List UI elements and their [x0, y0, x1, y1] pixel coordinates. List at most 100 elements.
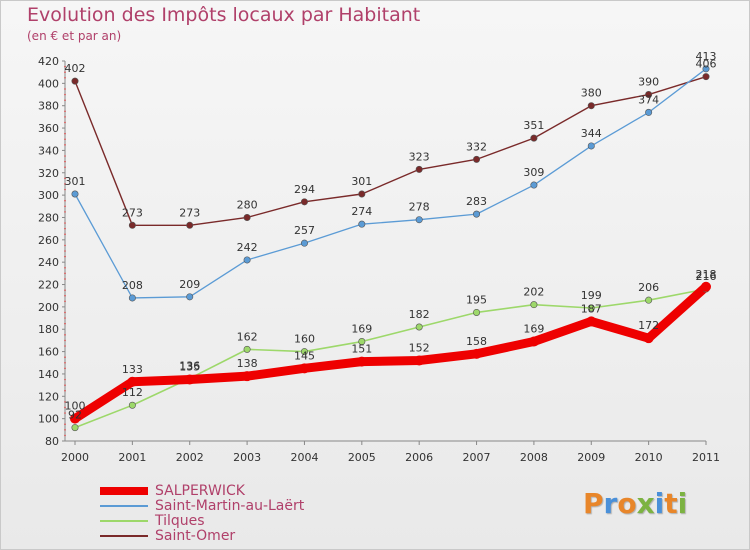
data-label-0: 138 [237, 357, 258, 370]
y-tick-label: 400 [38, 77, 59, 90]
brand-letter: r [603, 487, 618, 520]
brand-letter: i [654, 487, 665, 520]
y-minor-tick [64, 334, 66, 336]
x-tick-label: 2009 [577, 451, 605, 464]
data-point-1 [415, 216, 423, 224]
y-tick-label: 80 [45, 435, 59, 448]
data-label-2: 182 [409, 308, 430, 321]
data-label-2: 206 [638, 281, 659, 294]
data-label-0: 133 [122, 363, 143, 376]
y-minor-tick [64, 155, 66, 157]
data-label-2: 216 [696, 270, 717, 283]
legend-label-saint-martin: Saint-Martin-au-Laërt [155, 498, 305, 514]
proxiti-logo: Proxiti [583, 487, 687, 520]
data-point-2 [587, 304, 595, 312]
data-point-2 [71, 424, 79, 432]
data-point-0 [471, 348, 482, 359]
y-tick-label: 380 [38, 100, 59, 113]
data-point-3 [645, 91, 653, 99]
y-tick-label: 180 [38, 323, 59, 336]
y-minor-tick [64, 65, 66, 68]
data-point-1 [587, 142, 595, 150]
data-point-1 [128, 294, 136, 302]
data-point-1 [358, 220, 366, 228]
data-point-3 [186, 221, 194, 229]
y-minor-tick [64, 317, 66, 319]
y-tick-label: 160 [38, 346, 59, 359]
data-label-2: 136 [179, 359, 200, 372]
y-minor-tick [64, 434, 66, 437]
data-point-1 [645, 108, 653, 116]
data-label-3: 402 [65, 62, 86, 75]
data-point-1 [243, 256, 251, 264]
brand-letter: x [636, 487, 655, 520]
data-label-1: 301 [65, 175, 86, 188]
data-label-3: 294 [294, 183, 315, 196]
chart-title: Evolution des Impôts locaux par Habitant [27, 4, 421, 26]
x-tick-label: 2005 [348, 451, 376, 464]
data-label-1: 208 [122, 279, 143, 292]
y-tick-label: 220 [38, 279, 59, 292]
y-tick-label: 300 [38, 189, 59, 202]
data-point-2 [415, 323, 423, 331]
data-point-3 [473, 155, 481, 163]
data-label-2: 112 [122, 386, 143, 399]
y-minor-tick [64, 278, 66, 280]
data-point-3 [415, 165, 423, 173]
y-minor-tick [64, 99, 66, 101]
data-label-3: 273 [122, 206, 143, 219]
chart-subtitle: (en € et par an) [27, 29, 122, 43]
data-label-3: 332 [466, 140, 487, 153]
y-tick-label: 100 [38, 413, 59, 426]
x-tick-label: 2007 [463, 451, 491, 464]
y-minor-tick [64, 356, 66, 358]
y-tick-label: 260 [38, 234, 59, 247]
y-minor-tick [64, 233, 66, 236]
y-minor-tick [64, 367, 66, 370]
data-label-2: 169 [351, 323, 372, 336]
legend-label-tilques: Tilques [155, 513, 205, 529]
data-point-2 [243, 345, 251, 353]
data-point-0 [528, 336, 539, 347]
brand-letter: o [617, 487, 637, 520]
y-minor-tick [64, 429, 66, 431]
y-minor-tick [64, 339, 66, 342]
data-point-1 [473, 210, 481, 218]
data-label-3: 323 [409, 150, 430, 163]
data-label-2: 202 [523, 286, 544, 299]
brand-letter: P [583, 487, 604, 520]
y-minor-tick [64, 144, 66, 146]
data-label-0: 151 [351, 343, 372, 356]
data-point-0 [70, 413, 80, 424]
y-tick-label: 120 [38, 390, 59, 403]
data-point-3 [702, 73, 710, 81]
y-minor-tick [64, 361, 66, 364]
data-point-2 [530, 301, 538, 309]
y-minor-tick [64, 345, 66, 347]
data-point-1 [530, 181, 538, 189]
data-point-0 [242, 371, 253, 382]
data-label-0: 172 [638, 319, 659, 332]
data-point-3 [71, 77, 79, 85]
data-point-0 [643, 333, 654, 344]
data-point-2 [358, 338, 366, 346]
legend-label-salperwick: SALPERWICK [155, 483, 245, 499]
y-minor-tick [64, 311, 66, 314]
y-minor-tick [64, 389, 66, 392]
y-tick-label: 360 [38, 122, 59, 135]
data-label-2: 92 [68, 409, 82, 422]
y-tick-label: 200 [38, 301, 59, 314]
data-label-1: 374 [638, 93, 659, 106]
data-point-2 [645, 296, 653, 304]
y-minor-tick [64, 289, 66, 291]
x-tick-label: 2004 [290, 451, 318, 464]
x-tick-label: 2001 [118, 451, 146, 464]
data-point-3 [587, 102, 595, 110]
data-point-3 [300, 198, 308, 206]
data-point-0 [701, 281, 711, 292]
brand-letter: t [664, 487, 678, 520]
data-label-0: 152 [409, 342, 430, 355]
data-label-1: 274 [351, 205, 372, 218]
data-label-2: 160 [294, 333, 315, 346]
